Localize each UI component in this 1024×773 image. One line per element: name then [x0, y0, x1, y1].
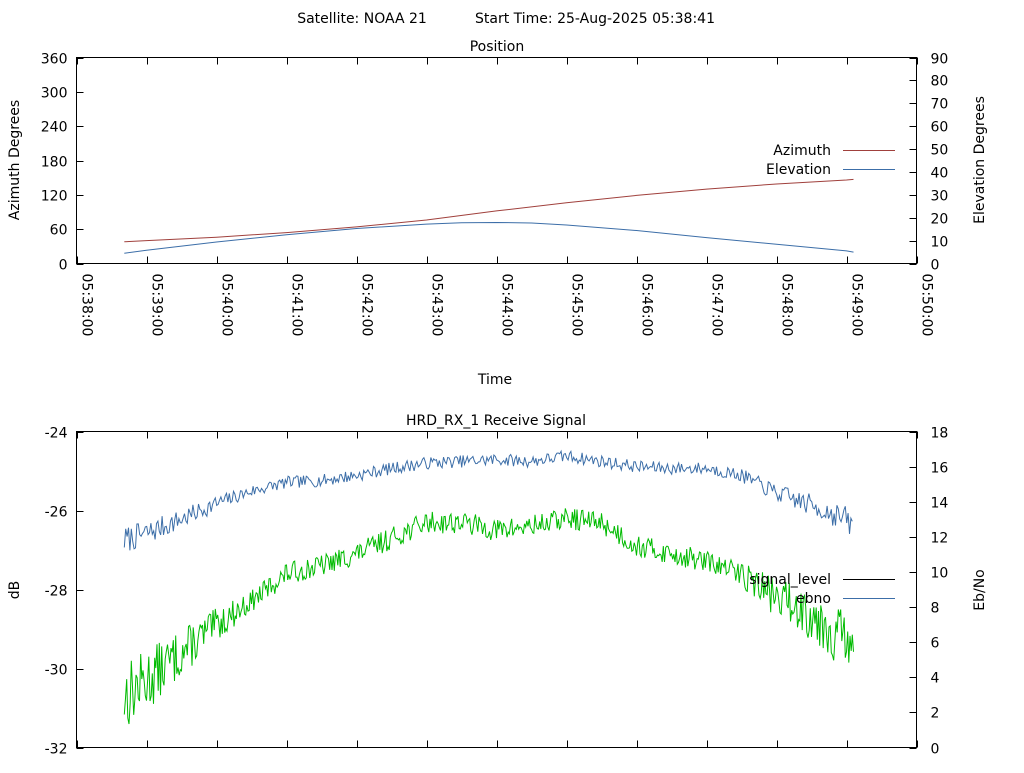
ytick-left-label: -24: [45, 426, 68, 442]
xtick-label: 05:42:00: [359, 274, 375, 337]
series-line-Azimuth: [124, 178, 854, 243]
ytick-right-label: 40: [931, 166, 949, 182]
xtick-label: 05:44:00: [499, 274, 515, 337]
legend-label-ebno: ebno: [796, 591, 831, 607]
ytick-right-label: 2: [931, 706, 940, 722]
ytick-left-label: 60: [50, 223, 68, 239]
ytick-left-label: -26: [45, 505, 68, 521]
signal-axes-ticks: -32 -30 -28 -26 -24 0 2 4 6 8 10 12 14 16 18: [45, 426, 949, 758]
ytick-right-label: 80: [931, 74, 949, 90]
ytick-right-label: 8: [931, 601, 940, 617]
position-axes-ticks: 0 60 120 180 240 300 360 0 10 20 30 40 50 60 70 80 90 05:…: [41, 52, 949, 337]
ytick-right-label: 16: [931, 461, 949, 477]
position-ylabel-left: Azimuth Degrees: [7, 100, 23, 220]
ytick-right-label: 20: [931, 212, 949, 228]
ytick-right-label: 18: [931, 426, 949, 442]
legend-label-Elevation: Elevation: [766, 162, 831, 178]
xtick-label: 05:41:00: [289, 274, 305, 337]
ytick-right-label: 90: [931, 52, 949, 68]
signal-ylabel-left: dB: [7, 581, 23, 600]
ytick-right-label: 30: [931, 189, 949, 205]
ytick-left-label: 0: [59, 258, 68, 274]
position-legend: Azimuth Elevation: [766, 143, 895, 178]
ytick-right-label: 12: [931, 531, 949, 547]
xtick-label: 05:49:00: [849, 274, 865, 337]
position-chart: Position Azimuth Degrees Elevation Degre…: [7, 39, 988, 388]
ytick-left-label: 240: [41, 120, 68, 136]
xtick-label: 05:50:00: [919, 274, 935, 337]
xtick-label: 05:43:00: [429, 274, 445, 337]
xtick-label: 05:40:00: [219, 274, 235, 337]
header-satellite: Satellite: NOAA 21: [297, 11, 427, 27]
ytick-left-label: -28: [45, 584, 68, 600]
signal-series-group: [123, 449, 854, 725]
ytick-right-label: 10: [931, 235, 949, 251]
xtick-label: 05:39:00: [149, 274, 165, 337]
ytick-left-label: 360: [41, 52, 68, 68]
signal-plot-frame: [76, 431, 917, 748]
ytick-right-label: 6: [931, 636, 940, 652]
position-ylabel-right: Elevation Degrees: [972, 96, 988, 224]
ytick-left-label: -30: [45, 663, 68, 679]
ytick-right-label: 50: [931, 143, 949, 159]
series-line-ebno: [123, 449, 853, 551]
xtick-label: 05:47:00: [709, 274, 725, 337]
header-start-time: Start Time: 25-Aug-2025 05:38:41: [475, 11, 715, 27]
legend-label-Azimuth: Azimuth: [773, 143, 831, 159]
position-series-group: [124, 178, 854, 254]
ytick-right-label: 10: [931, 566, 949, 582]
ytick-left-label: 300: [41, 86, 68, 102]
ytick-left-label: 180: [41, 155, 68, 171]
position-xlabel: Time: [477, 372, 512, 388]
ytick-right-label: 70: [931, 97, 949, 113]
ytick-right-label: 0: [931, 742, 940, 758]
position-plot-frame: [76, 57, 917, 264]
ytick-right-label: 0: [931, 258, 940, 274]
legend-label-signal_level: signal_level: [749, 572, 831, 588]
series-line-Elevation: [124, 221, 854, 254]
ytick-right-label: 14: [931, 496, 949, 512]
ytick-right-label: 60: [931, 120, 949, 136]
signal-chart: HRD_RX_1 Receive Signal dB Eb/No -32-30-…: [7, 413, 988, 758]
xtick-label: 05:46:00: [639, 274, 655, 337]
series-line-series-2: [123, 508, 854, 725]
xtick-label: 05:45:00: [569, 274, 585, 337]
signal-ylabel-right: Eb/No: [972, 569, 988, 611]
ytick-left-label: -32: [45, 742, 68, 758]
xtick-label: 05:48:00: [779, 274, 795, 337]
xtick-label: 05:38:00: [79, 274, 95, 337]
signal-chart-title: HRD_RX_1 Receive Signal: [406, 413, 586, 429]
ytick-right-label: 4: [931, 671, 940, 687]
ytick-left-label: 120: [41, 189, 68, 205]
position-chart-title: Position: [470, 39, 525, 55]
